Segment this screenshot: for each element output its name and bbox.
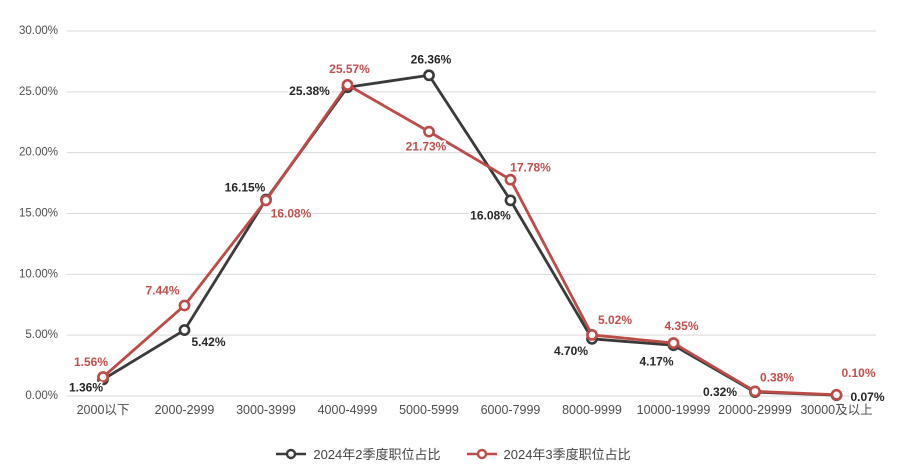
y-tick-label: 20.00% [19, 147, 58, 159]
data-point-marker [667, 337, 680, 349]
legend-item-2024q2[interactable]: 2024年2季度职位占比 [276, 444, 441, 463]
data-point-marker [504, 173, 517, 186]
x-axis-label: 5000-5999 [399, 403, 459, 417]
data-point-marker [341, 78, 354, 91]
data-point-label: 0.07% [850, 390, 884, 404]
data-point-label: 4.35% [664, 319, 698, 333]
data-point-label: 7.44% [145, 283, 179, 297]
chart-legend: 2024年2季度职位占比 2024年3季度职位占比 [0, 444, 907, 463]
data-point-label: 0.38% [760, 370, 794, 384]
legend-item-2024q3[interactable]: 2024年3季度职位占比 [466, 444, 631, 463]
data-point-label: 16.08% [470, 208, 511, 222]
data-point-marker [586, 329, 598, 341]
data-point-label: 4.17% [639, 354, 673, 368]
legend-q2-line-marker-icon [276, 448, 307, 459]
data-point-label: 0.10% [841, 366, 875, 380]
x-axis-label: 4000-4999 [318, 403, 378, 417]
y-tick-label: 0.00% [25, 390, 58, 402]
data-point-label: 16.08% [271, 206, 312, 220]
data-point-label: 16.15% [225, 181, 266, 195]
data-point-label: 25.57% [329, 62, 370, 76]
data-point-marker [97, 371, 109, 383]
y-tick-label: 30.00% [19, 25, 58, 37]
x-axis-label: 6000-7999 [481, 403, 541, 417]
legend-q3-line-marker-icon [466, 448, 497, 459]
y-tick-label: 5.00% [25, 329, 58, 341]
data-point-marker [504, 194, 517, 207]
legend-label-q2: 2024年2季度职位占比 [313, 447, 441, 462]
x-axis-label: 3000-3999 [236, 403, 296, 417]
x-axis-label: 8000-9999 [562, 403, 622, 417]
data-point-label: 25.38% [289, 84, 330, 98]
salary-distribution-line-chart: 0.00% 5.00% 10.00% 15.00% 20.00% 25.00% 30.00%… [19, 25, 887, 417]
data-point-label: 21.73% [406, 140, 447, 154]
data-point-marker [423, 125, 435, 138]
data-point-marker [178, 299, 191, 312]
data-point-marker [830, 388, 843, 401]
data-point-label: 1.56% [74, 355, 108, 369]
data-point-marker [178, 324, 191, 336]
series-line-q3 [101, 83, 838, 397]
data-point-label: 17.78% [510, 161, 551, 175]
data-point-label: 0.32% [703, 385, 737, 399]
y-tick-label: 25.00% [19, 86, 58, 98]
data-point-marker [423, 69, 435, 82]
data-point-label: 5.42% [191, 335, 225, 349]
data-point-label: 4.70% [554, 344, 588, 358]
data-point-label: 26.36% [411, 52, 452, 66]
x-axis-label: 20000-29999 [718, 403, 792, 417]
data-point-marker [260, 194, 272, 207]
x-axis-label: 2000-2999 [155, 403, 215, 417]
data-point-label: 5.02% [598, 313, 632, 327]
data-point-label: 1.36% [69, 380, 103, 394]
y-tick-label: 10.00% [19, 268, 58, 280]
y-tick-label: 15.00% [19, 208, 58, 220]
data-point-marker [749, 385, 761, 398]
x-axis-label: 30000及以上 [800, 403, 872, 417]
legend-label-q3: 2024年3季度职位占比 [503, 447, 631, 462]
x-axis-label: 2000以下 [77, 403, 130, 417]
x-axis-label: 10000-19999 [637, 403, 711, 417]
